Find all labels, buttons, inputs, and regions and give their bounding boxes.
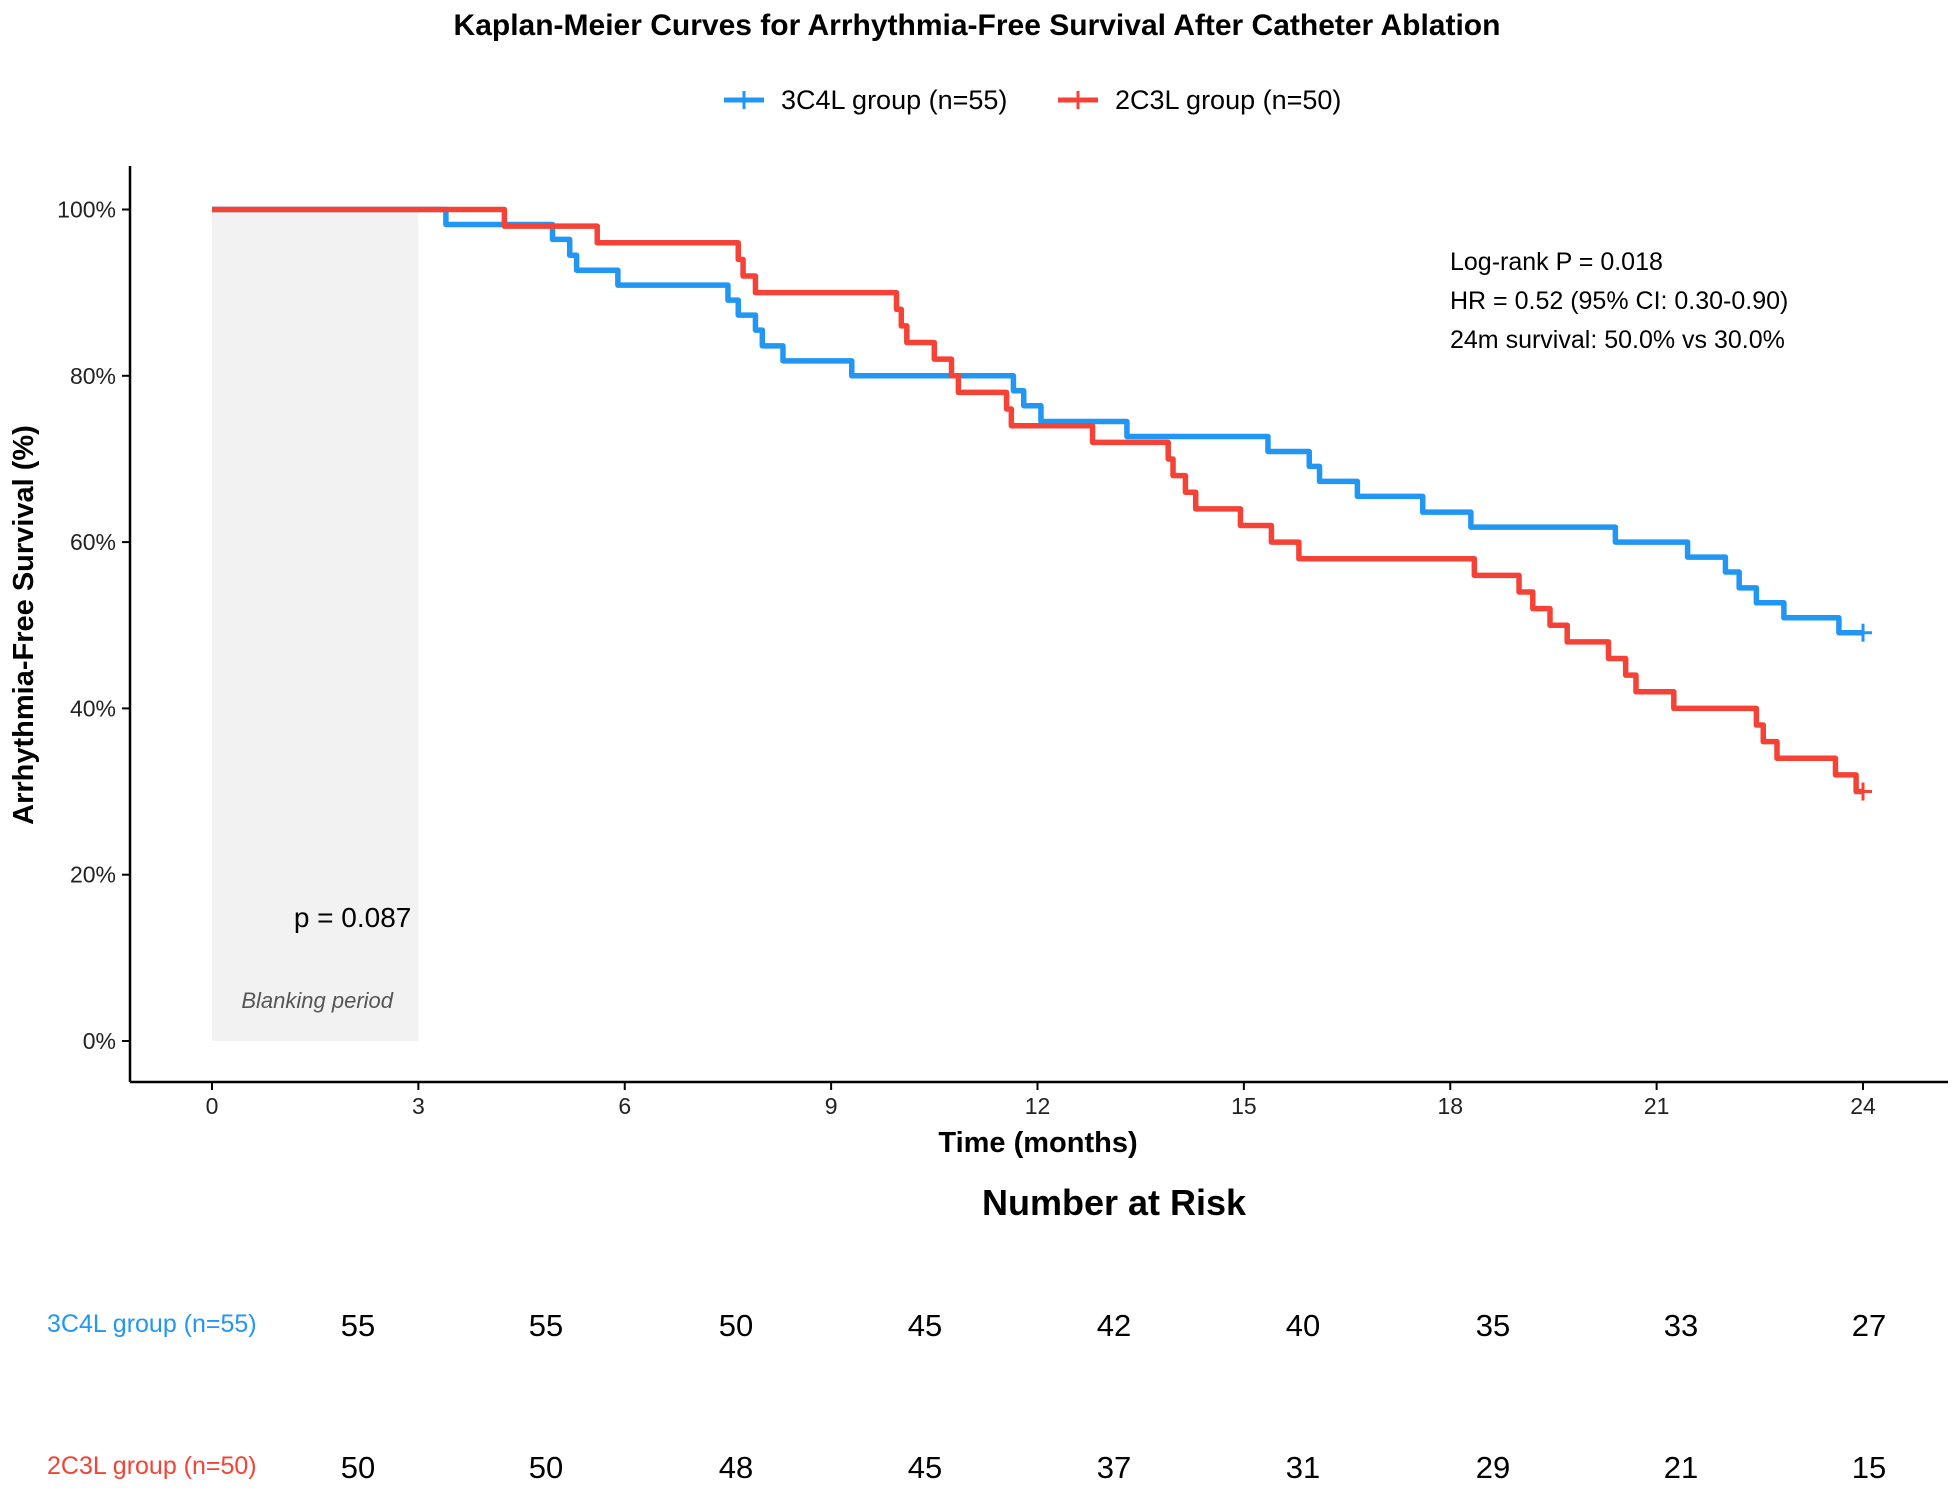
risk-count: 50: [529, 1450, 563, 1485]
risk-count: 21: [1664, 1450, 1698, 1485]
x-tick-label: 18: [1437, 1093, 1463, 1119]
x-tick-label: 24: [1850, 1093, 1876, 1119]
x-tick-label: 21: [1644, 1093, 1670, 1119]
y-tick-label: 20%: [70, 862, 116, 888]
risk-table-title: Number at Risk: [982, 1182, 1247, 1223]
legend-item-2c3l[interactable]: 2C3L group (n=50): [1058, 85, 1341, 115]
y-tick-label: 0%: [83, 1028, 116, 1054]
survival-annotation: 24m survival: 50.0% vs 30.0%: [1450, 326, 1785, 354]
x-axis-label: Time (months): [938, 1127, 1137, 1159]
survival-curve-3c4l: [212, 206, 1863, 636]
legend-item-3c4l[interactable]: 3C4L group (n=55): [724, 85, 1007, 115]
y-axis-label: Arrhythmia-Free Survival (%): [8, 425, 40, 825]
risk-row-label: 3C4L group (n=55): [47, 1310, 257, 1338]
risk-count: 55: [529, 1308, 563, 1343]
x-tick-label: 12: [1025, 1093, 1051, 1119]
risk-count: 45: [908, 1308, 942, 1343]
risk-row-label: 2C3L group (n=50): [47, 1452, 257, 1480]
y-tick-label: 100%: [57, 197, 116, 223]
legend: 3C4L group (n=55) 2C3L group (n=50): [724, 85, 1341, 115]
risk-count: 42: [1097, 1308, 1131, 1343]
y-tick-label: 40%: [70, 695, 116, 721]
blanking-period-label: Blanking period: [241, 988, 393, 1013]
x-tick-label: 9: [825, 1093, 838, 1119]
x-tick-label: 3: [412, 1093, 425, 1119]
y-tick-label: 80%: [70, 363, 116, 389]
legend-label-2c3l: 2C3L group (n=50): [1115, 85, 1341, 115]
risk-count: 27: [1852, 1308, 1886, 1343]
y-tick-label: 60%: [70, 529, 116, 555]
risk-count: 37: [1097, 1450, 1131, 1485]
risk-count: 50: [719, 1308, 753, 1343]
risk-count: 55: [341, 1308, 375, 1343]
risk-count: 33: [1664, 1308, 1698, 1343]
x-tick-label: 6: [618, 1093, 631, 1119]
x-tick-label: 0: [206, 1093, 219, 1119]
risk-count: 45: [908, 1450, 942, 1485]
risk-count: 50: [341, 1450, 375, 1485]
risk-count: 40: [1286, 1308, 1320, 1343]
risk-count: 29: [1476, 1450, 1510, 1485]
chart-title: Kaplan-Meier Curves for Arrhythmia-Free …: [454, 9, 1501, 42]
risk-count: 48: [719, 1450, 753, 1485]
blanking-p-value: p = 0.087: [294, 902, 412, 933]
blanking-period-region: [212, 209, 419, 1041]
x-tick-label: 15: [1231, 1093, 1257, 1119]
legend-label-3c4l: 3C4L group (n=55): [781, 85, 1007, 115]
risk-count: 15: [1852, 1450, 1886, 1485]
hr-annotation: HR = 0.52 (95% CI: 0.30-0.90): [1450, 287, 1788, 315]
logrank-annotation: Log-rank P = 0.018: [1450, 248, 1663, 276]
survival-curve-2c3l: [212, 206, 1863, 795]
risk-count: 31: [1286, 1450, 1320, 1485]
risk-count: 35: [1476, 1308, 1510, 1343]
